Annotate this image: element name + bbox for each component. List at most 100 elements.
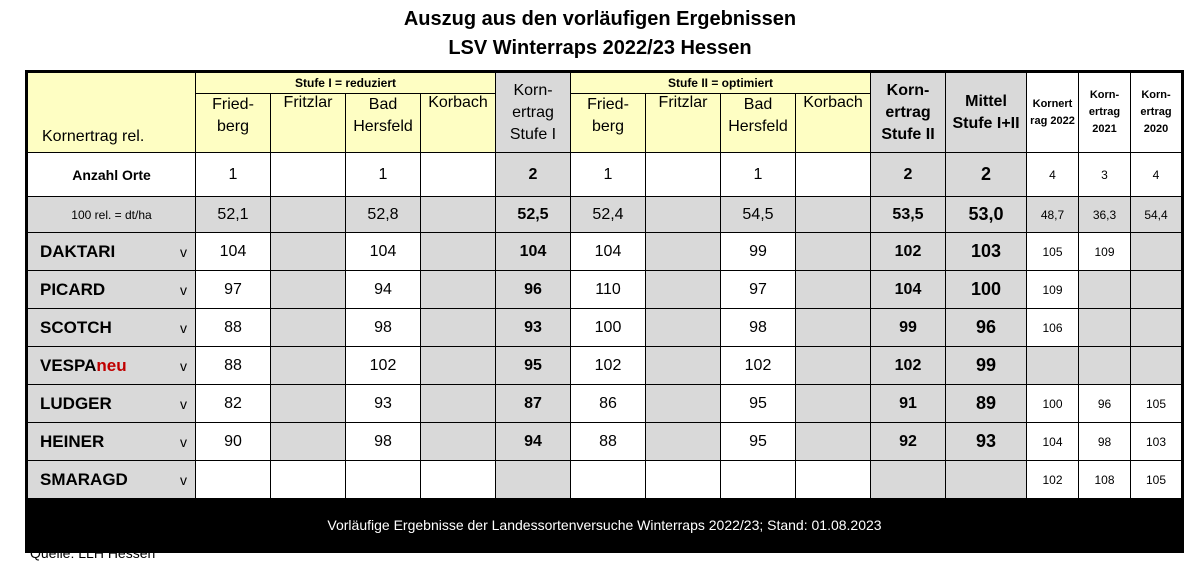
variety-name-cell: PICARD v — [26, 270, 196, 309]
cell: 2 — [495, 152, 571, 197]
cell — [870, 460, 946, 499]
cell — [420, 384, 496, 423]
cell — [420, 270, 496, 309]
cell: 104 — [570, 232, 646, 271]
cell: 104 — [1026, 422, 1079, 461]
cell — [195, 460, 271, 499]
cell: 102 — [870, 346, 946, 385]
cell: 90 — [195, 422, 271, 461]
cell: 96 — [495, 270, 571, 309]
tuyv-marker: v — [180, 395, 187, 412]
cell — [420, 152, 496, 197]
cell — [795, 196, 871, 233]
cell — [270, 422, 346, 461]
cell: 94 — [495, 422, 571, 461]
cell: 106 — [1026, 308, 1079, 347]
cell — [795, 308, 871, 347]
cell: 54,5 — [720, 196, 796, 233]
cell — [570, 460, 646, 499]
cell — [270, 232, 346, 271]
cell — [420, 196, 496, 233]
legend-note: V = mit TuYV-Resistenz — [790, 540, 906, 552]
cell: 93 — [345, 384, 421, 423]
cell: 88 — [570, 422, 646, 461]
cell — [795, 422, 871, 461]
cell — [1130, 346, 1183, 385]
variety-name: HEINER — [40, 431, 105, 451]
results-table: Kornertrag rel. Stufe I = reduziert Korn… — [25, 70, 1184, 553]
tuyv-marker: v — [180, 281, 187, 298]
variety-name-cell: SMARAGD v — [26, 460, 196, 499]
header-friedberg-2: Fried-berg — [570, 93, 646, 153]
header-fritzlar-1: Fritzlar — [270, 93, 346, 153]
cell: 3 — [1078, 152, 1131, 197]
reference-label: 100 rel. = dt/ha — [26, 196, 196, 233]
cell — [720, 460, 796, 499]
cell — [420, 232, 496, 271]
cell — [645, 270, 721, 309]
header-fritzlar-2: Fritzlar — [645, 93, 721, 153]
variety-name: SMARAGD — [40, 469, 128, 489]
anzahl-orte-row: Anzahl Orte 1 1 2 1 1 2 2 4 3 4 — [26, 152, 1183, 197]
cell: 95 — [495, 346, 571, 385]
cell — [1130, 232, 1183, 271]
header-friedberg-1: Fried-berg — [195, 93, 271, 153]
header-korbach-1: Korbach — [420, 93, 496, 153]
cell: 104 — [345, 232, 421, 271]
cell — [645, 384, 721, 423]
table-row: LUDGER v 82 93 87 86 95 91 89 100 96 105 — [26, 384, 1183, 423]
cell — [345, 460, 421, 499]
cell: 86 — [570, 384, 646, 423]
variety-name-cell: SCOTCH v — [26, 308, 196, 347]
table-row: SMARAGD v 102 108 105 — [26, 460, 1183, 499]
cell — [795, 346, 871, 385]
cell: 48,7 — [1026, 196, 1079, 233]
cell — [270, 308, 346, 347]
cell: 98 — [1078, 422, 1131, 461]
tuyv-marker: v — [180, 243, 187, 260]
variety-name-cell: VESPAneu v — [26, 346, 196, 385]
cell — [645, 308, 721, 347]
cell: 104 — [195, 232, 271, 271]
cell: 96 — [945, 308, 1027, 347]
cell: 94 — [345, 270, 421, 309]
cell: 52,1 — [195, 196, 271, 233]
cell: 97 — [720, 270, 796, 309]
variety-name: DAKTARI — [40, 241, 116, 261]
cell: 87 — [495, 384, 571, 423]
cell — [270, 196, 346, 233]
variety-name-cell: HEINER v — [26, 422, 196, 461]
cell — [270, 270, 346, 309]
cell: 2 — [945, 152, 1027, 197]
cell: 88 — [195, 308, 271, 347]
cell: 54,4 — [1130, 196, 1183, 233]
title-line-2: LSV Winterraps 2022/23 Hessen — [448, 37, 752, 59]
stufe2-title: Stufe II = optimiert — [570, 71, 871, 94]
tuyv-marker: v — [180, 319, 187, 336]
variety-name: VESPA — [40, 355, 97, 375]
table-row: VESPAneu v 88 102 95 102 102 102 99 — [26, 346, 1183, 385]
cell: 1 — [720, 152, 796, 197]
source-note: Quelle: LLH Hessen — [30, 545, 156, 561]
cell: 1 — [195, 152, 271, 197]
cell — [645, 196, 721, 233]
cell — [420, 460, 496, 499]
cell: 52,4 — [570, 196, 646, 233]
cell — [1026, 346, 1079, 385]
cell — [1078, 308, 1131, 347]
cell: 88 — [195, 346, 271, 385]
cell — [1130, 270, 1183, 309]
stufe1-title: Stufe I = reduziert — [195, 71, 496, 94]
cell: 99 — [720, 232, 796, 271]
cell: 1 — [345, 152, 421, 197]
variety-name: SCOTCH — [40, 317, 112, 337]
cell — [795, 232, 871, 271]
cell — [270, 384, 346, 423]
cell: 36,3 — [1078, 196, 1131, 233]
cell: 91 — [870, 384, 946, 423]
cell: 95 — [720, 422, 796, 461]
cell — [420, 346, 496, 385]
header-korbach-2: Korbach — [795, 93, 871, 153]
header-mittel: Mittel Stufe I+II — [945, 71, 1027, 153]
cell: 109 — [1026, 270, 1079, 309]
